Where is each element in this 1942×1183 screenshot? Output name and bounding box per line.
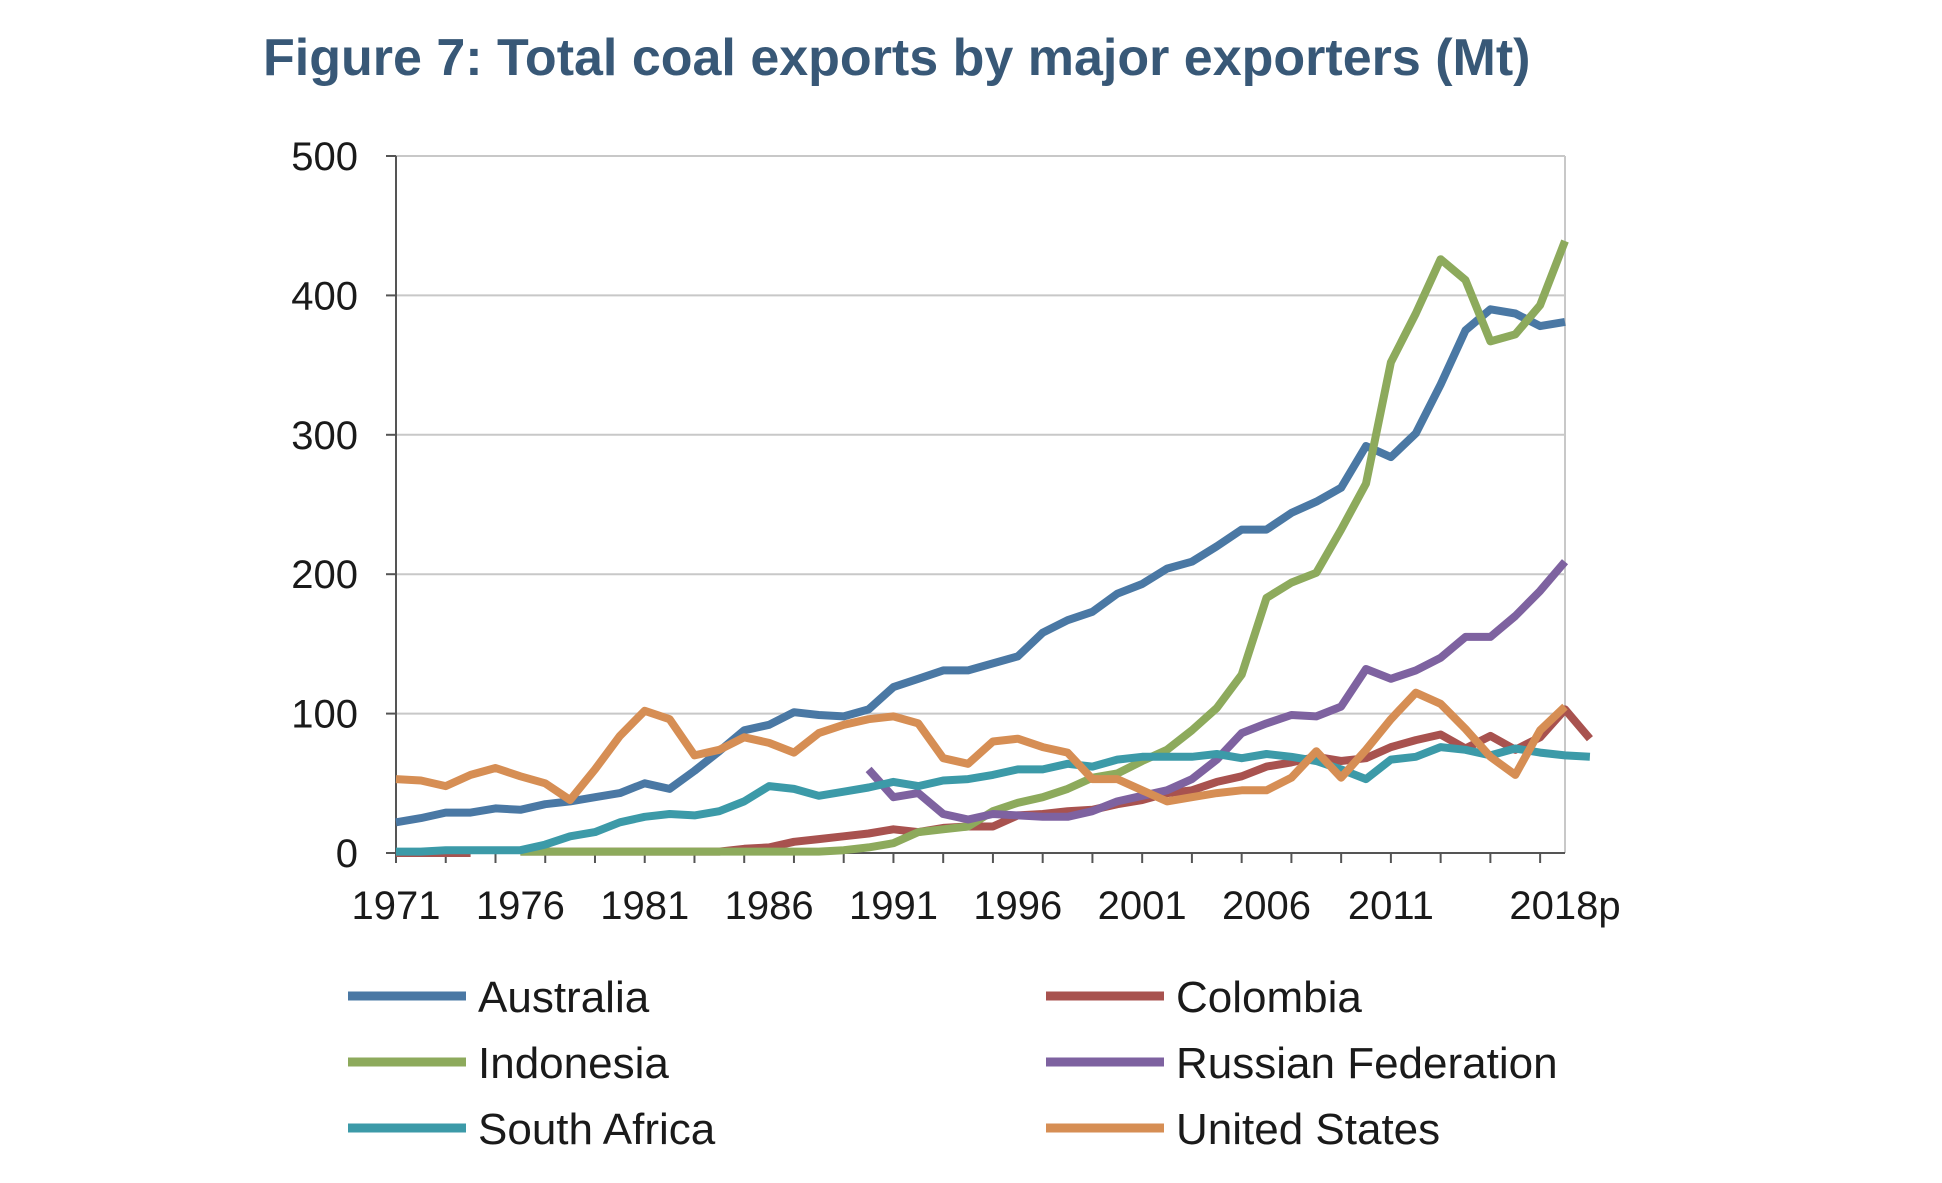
chart-title: Figure 7: Total coal exports by major ex…: [263, 29, 1531, 87]
x-tick-label: 2018p: [1509, 884, 1620, 928]
legend-label-russian-federation: Russian Federation: [1176, 1039, 1558, 1088]
y-tick-label: 500: [291, 135, 358, 179]
y-tick-label: 300: [291, 414, 358, 458]
y-tick-label: 400: [291, 274, 358, 318]
x-tick-label: 2001: [1098, 884, 1187, 928]
axes: 0 100 200 300 400 500 1971 1976 1981 1986 1991 1996…: [291, 135, 1620, 928]
x-tick-label: 1971: [352, 884, 441, 928]
x-tick-label: 1996: [973, 884, 1062, 928]
series-line-south-africa: [396, 743, 1591, 856]
legend-label-indonesia: Indonesia: [478, 1039, 669, 1088]
x-tick-label: 2011: [1348, 884, 1434, 928]
x-tick-label: 1981: [600, 884, 689, 928]
y-tick-label: 0: [336, 832, 358, 876]
grid-lines: [396, 155, 1566, 853]
legend-label-colombia: Colombia: [1176, 973, 1362, 1022]
legend-label-australia: Australia: [478, 973, 650, 1022]
series-line-russian-federation: [865, 559, 1569, 824]
series-line-indonesia: [520, 239, 1569, 856]
legend-label-united-states: United States: [1176, 1105, 1440, 1154]
legend: Australia Colombia Indonesia Russian Federa…: [348, 973, 1558, 1154]
y-tick-label: 100: [291, 693, 358, 737]
x-tick-label: 1991: [849, 884, 938, 928]
x-tick-label: 1976: [476, 884, 565, 928]
series-lines: [395, 239, 1593, 857]
series-line-united-states: [395, 688, 1568, 806]
x-tick-label: 1986: [725, 884, 814, 928]
legend-label-south-africa: South Africa: [478, 1105, 716, 1154]
x-tick-label: 2006: [1222, 884, 1311, 928]
y-tick-label: 200: [291, 553, 358, 597]
